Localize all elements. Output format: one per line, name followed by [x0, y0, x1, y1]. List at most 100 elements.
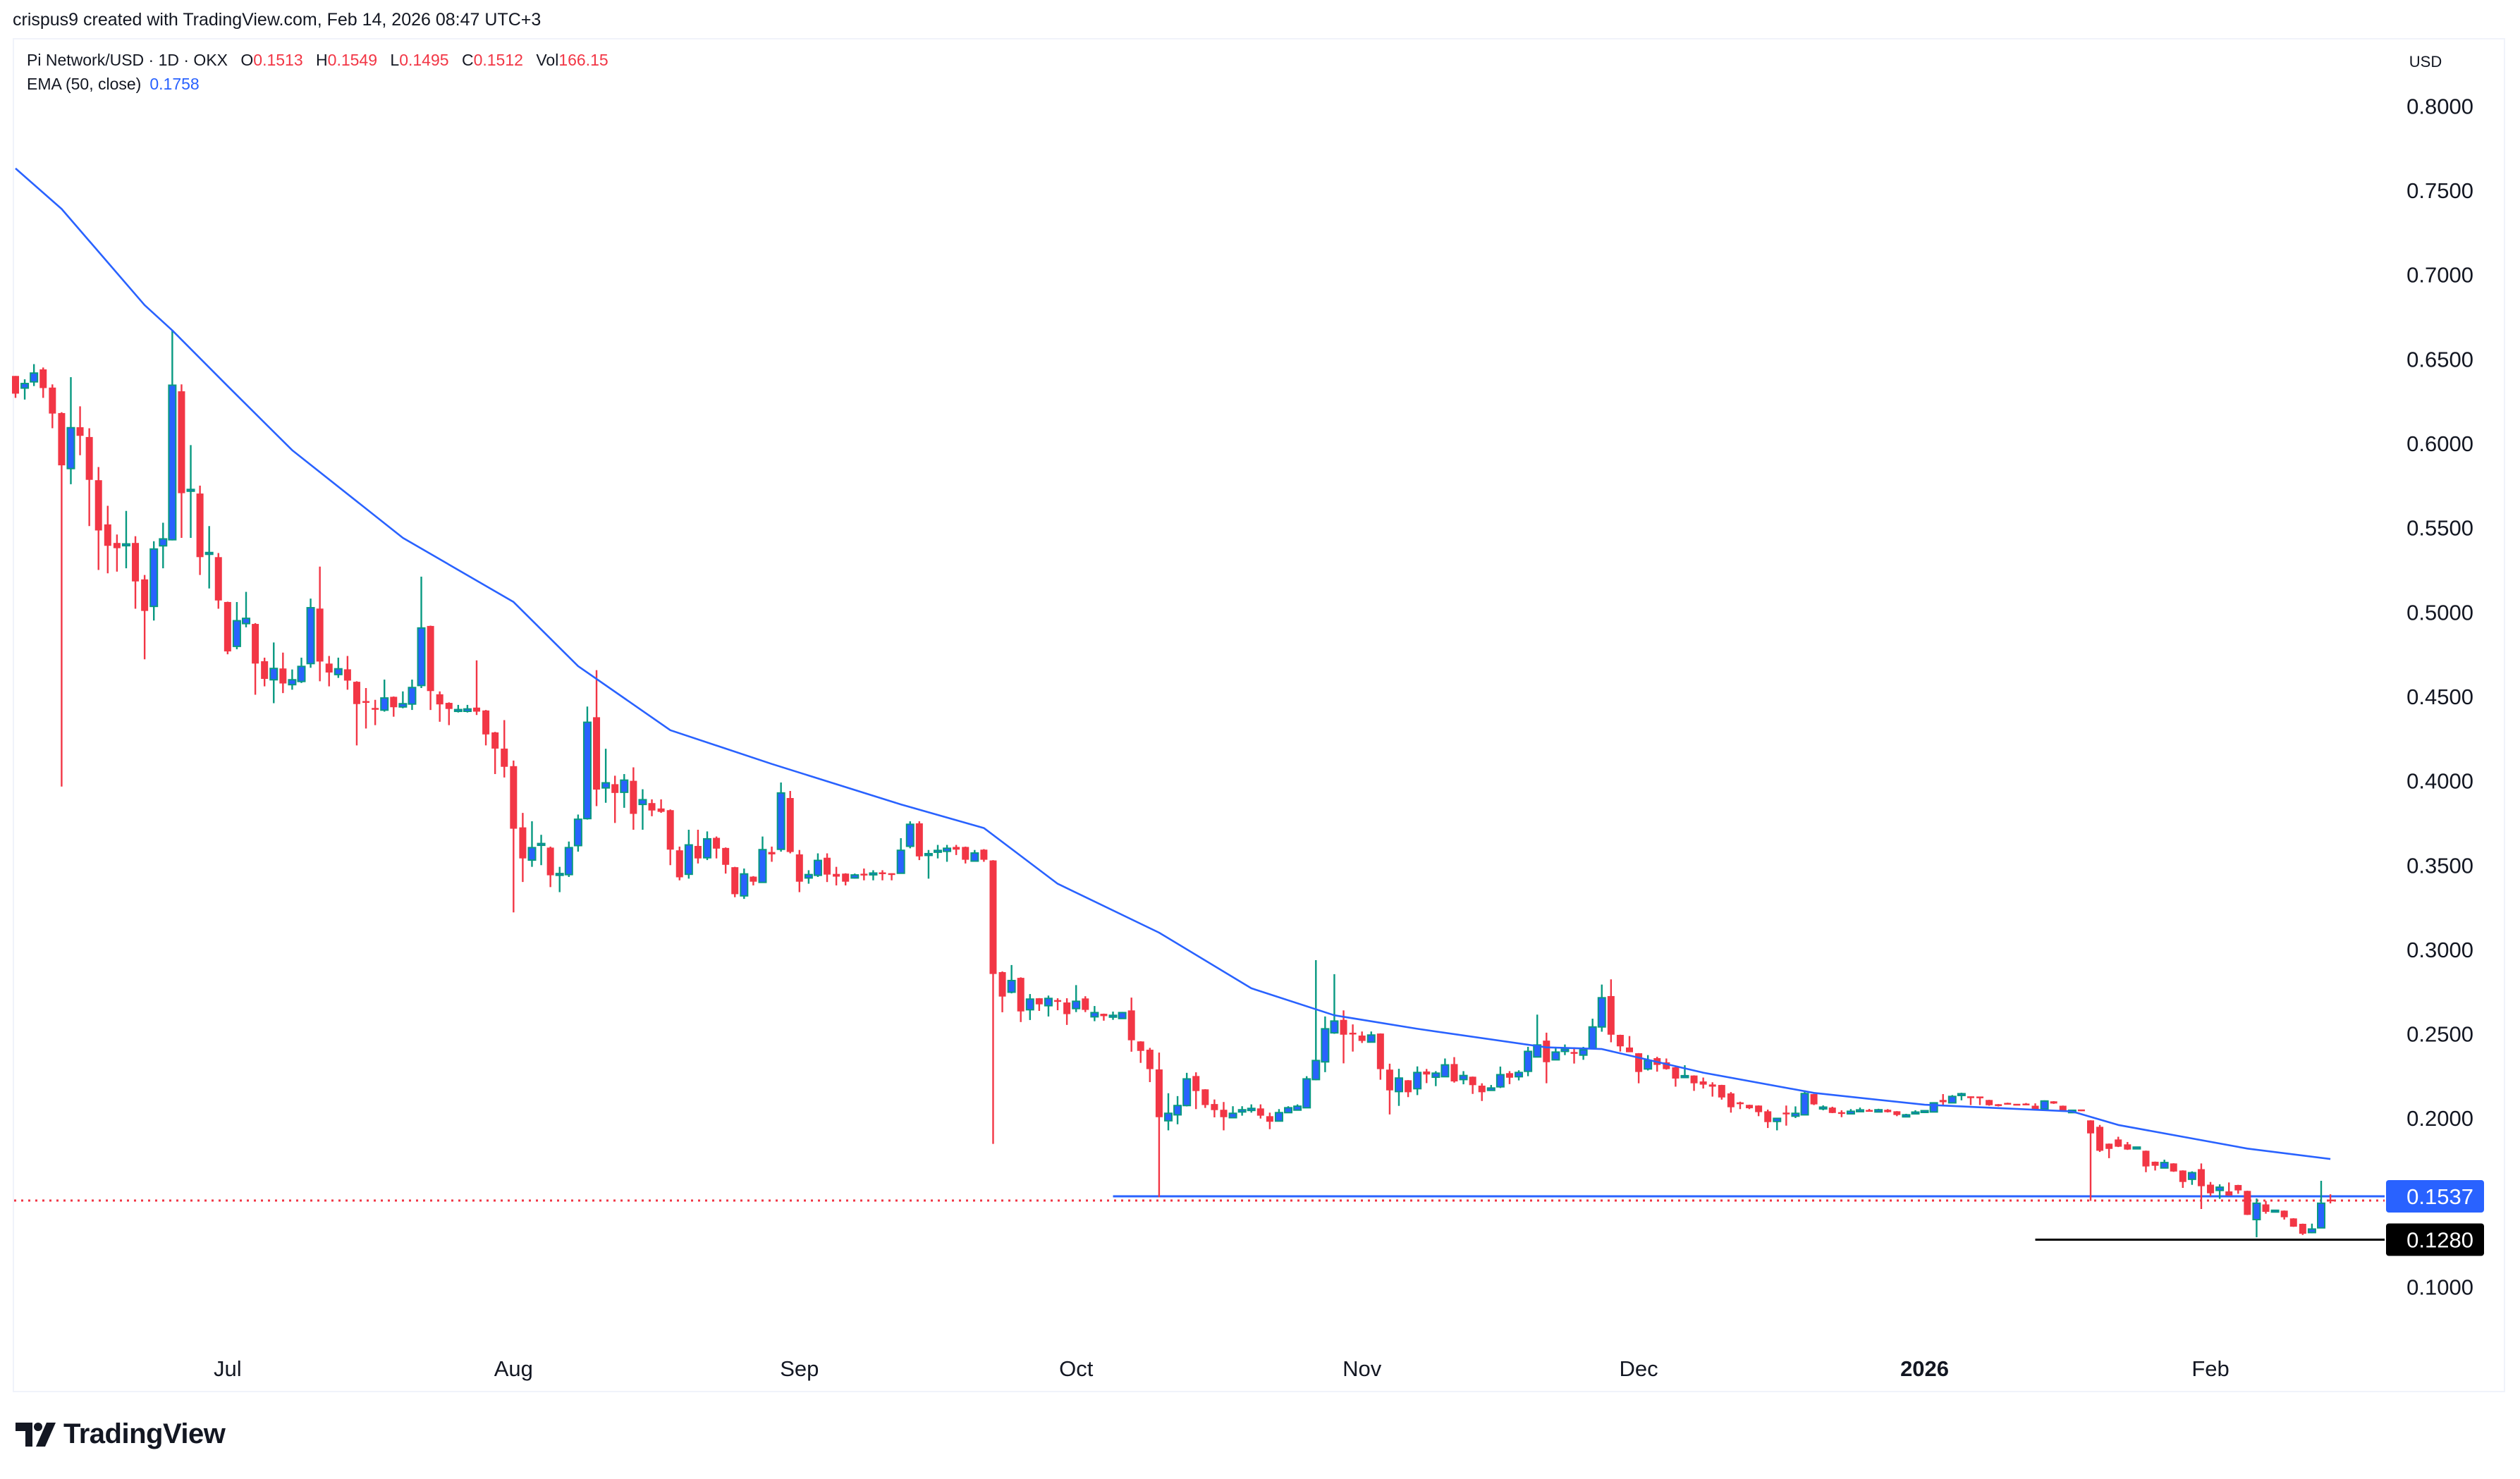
candle[interactable]	[1893, 1111, 1901, 1117]
candle[interactable]	[372, 699, 379, 725]
candle[interactable]	[1947, 1095, 1957, 1104]
candle[interactable]	[30, 364, 39, 386]
candle[interactable]	[1164, 1093, 1173, 1131]
candle[interactable]	[39, 367, 47, 398]
candle[interactable]	[94, 467, 102, 570]
candle[interactable]	[1182, 1072, 1192, 1107]
candle[interactable]	[141, 575, 149, 660]
candle[interactable]	[1828, 1106, 1836, 1114]
candle[interactable]	[1192, 1072, 1200, 1110]
candle[interactable]	[786, 790, 794, 854]
candle[interactable]	[842, 873, 850, 885]
candle[interactable]	[1690, 1075, 1698, 1091]
candle[interactable]	[2207, 1182, 2215, 1196]
candle[interactable]	[186, 445, 195, 539]
candle[interactable]	[934, 845, 942, 859]
candle[interactable]	[638, 789, 647, 830]
candle[interactable]	[1127, 998, 1135, 1052]
candle[interactable]	[1228, 1106, 1237, 1119]
candle[interactable]	[76, 406, 84, 455]
candle[interactable]	[564, 841, 573, 878]
candle[interactable]	[888, 873, 895, 880]
candle[interactable]	[1118, 1012, 1127, 1019]
candle[interactable]	[2013, 1103, 2021, 1106]
candle[interactable]	[1791, 1106, 1800, 1118]
candle[interactable]	[1266, 1112, 1273, 1129]
candle[interactable]	[1505, 1071, 1513, 1084]
candle[interactable]	[1108, 1011, 1118, 1020]
candle[interactable]	[740, 869, 749, 900]
candle[interactable]	[546, 846, 554, 888]
candle[interactable]	[2289, 1218, 2297, 1227]
candle[interactable]	[2087, 1120, 2094, 1201]
candle[interactable]	[2215, 1184, 2225, 1199]
candle[interactable]	[657, 799, 665, 814]
candle[interactable]	[1146, 1048, 1154, 1082]
candle[interactable]	[1274, 1109, 1283, 1122]
candle[interactable]	[380, 680, 389, 712]
candle[interactable]	[1597, 984, 1606, 1032]
candle[interactable]	[1405, 1080, 1412, 1098]
candle[interactable]	[1090, 1006, 1099, 1021]
candle[interactable]	[2142, 1150, 2150, 1172]
candle[interactable]	[445, 702, 453, 725]
candle[interactable]	[1911, 1110, 1920, 1115]
candle[interactable]	[1626, 1036, 1633, 1053]
candle[interactable]	[2244, 1191, 2251, 1215]
candle[interactable]	[943, 845, 952, 862]
candle[interactable]	[824, 853, 831, 883]
candle[interactable]	[2225, 1182, 2233, 1196]
candle[interactable]	[850, 873, 860, 879]
candle[interactable]	[453, 704, 463, 713]
candle[interactable]	[343, 656, 351, 690]
candle[interactable]	[2327, 1194, 2335, 1204]
candle[interactable]	[398, 691, 408, 708]
candle[interactable]	[196, 485, 204, 575]
candle[interactable]	[684, 829, 693, 879]
candle[interactable]	[1173, 1096, 1182, 1124]
candle[interactable]	[731, 866, 739, 897]
candle[interactable]	[1469, 1076, 1476, 1094]
candle[interactable]	[1017, 977, 1024, 1022]
candle[interactable]	[12, 376, 19, 398]
candle[interactable]	[1818, 1105, 1828, 1110]
candle[interactable]	[408, 680, 417, 711]
candle[interactable]	[1764, 1109, 1772, 1129]
candle[interactable]	[879, 870, 886, 880]
candle[interactable]	[1939, 1093, 1947, 1107]
candle[interactable]	[970, 849, 979, 862]
candle[interactable]	[1856, 1107, 1864, 1112]
candle[interactable]	[204, 526, 214, 589]
candle[interactable]	[1957, 1093, 1966, 1100]
candle[interactable]	[768, 846, 776, 862]
candle[interactable]	[1920, 1110, 1929, 1114]
candle[interactable]	[224, 601, 231, 655]
candle[interactable]	[85, 428, 93, 527]
candle[interactable]	[325, 656, 333, 687]
candle[interactable]	[1035, 998, 1043, 1012]
candle[interactable]	[316, 566, 324, 682]
candle[interactable]	[1986, 1100, 1993, 1106]
candle[interactable]	[279, 652, 287, 694]
candle[interactable]	[2179, 1170, 2186, 1189]
candle[interactable]	[1395, 1069, 1403, 1106]
candle[interactable]	[1680, 1065, 1689, 1079]
candle[interactable]	[722, 847, 730, 874]
candle[interactable]	[261, 657, 269, 687]
candle[interactable]	[1220, 1102, 1228, 1131]
candle[interactable]	[2124, 1141, 2131, 1150]
candle[interactable]	[2160, 1160, 2169, 1169]
candle[interactable]	[2170, 1163, 2177, 1172]
candle[interactable]	[2234, 1184, 2242, 1194]
candle[interactable]	[1423, 1069, 1431, 1084]
candle[interactable]	[519, 813, 527, 883]
candle[interactable]	[1486, 1085, 1496, 1091]
candle[interactable]	[998, 971, 1006, 1012]
candle[interactable]	[1284, 1106, 1293, 1114]
candle[interactable]	[1237, 1106, 1247, 1116]
price-axis[interactable]: USD 0.8000 0.7500 0.7000 0.6500 0.6000 0.5500…	[2406, 53, 2473, 1300]
candle[interactable]	[1653, 1057, 1661, 1072]
candle[interactable]	[1211, 1099, 1218, 1118]
candle[interactable]	[582, 706, 592, 820]
candle[interactable]	[232, 601, 241, 649]
